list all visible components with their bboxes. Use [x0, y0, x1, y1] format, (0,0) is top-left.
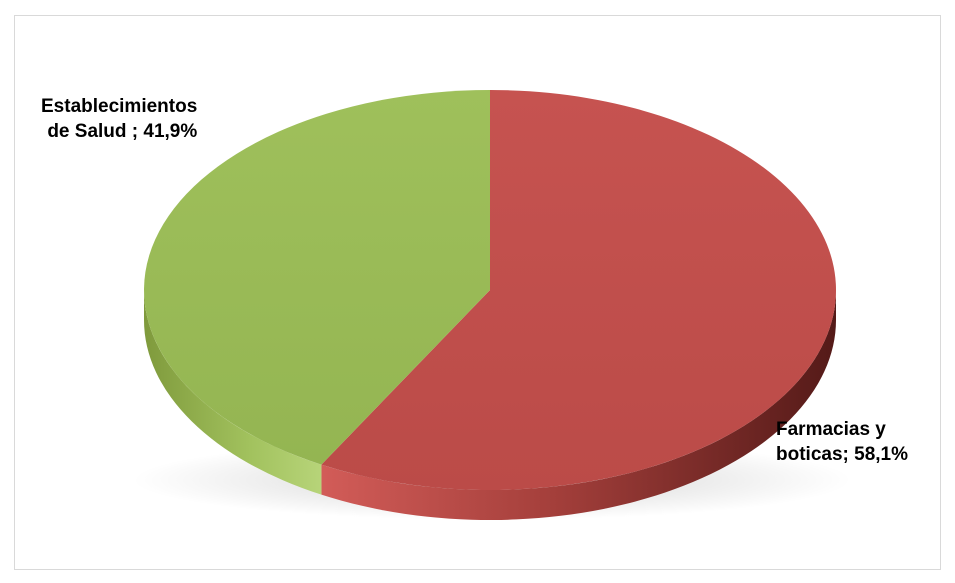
slice-label-line-1: Farmacias y	[776, 419, 886, 440]
pie-slice-side-establecimientos	[144, 290, 322, 495]
slice-label-line-1: Establecimientos	[41, 96, 198, 117]
pie-slice-farmacias-y	[321, 90, 837, 491]
slice-label-line-2: de Salud ; 41,9%	[47, 121, 198, 142]
pie-sides	[144, 290, 836, 520]
pie-slice-side-farmacias-y	[321, 290, 836, 520]
slice-label-establecimientos-de-salud: Establecimientos de Salud ; 41,9%	[41, 94, 197, 144]
pie-top	[144, 90, 837, 491]
slice-label-line-2: boticas; 58,1%	[776, 444, 908, 465]
slice-label-farmacias-y-boticas: Farmacias y boticas; 58,1%	[776, 417, 908, 467]
pie-slice-establecimientos	[144, 90, 490, 465]
